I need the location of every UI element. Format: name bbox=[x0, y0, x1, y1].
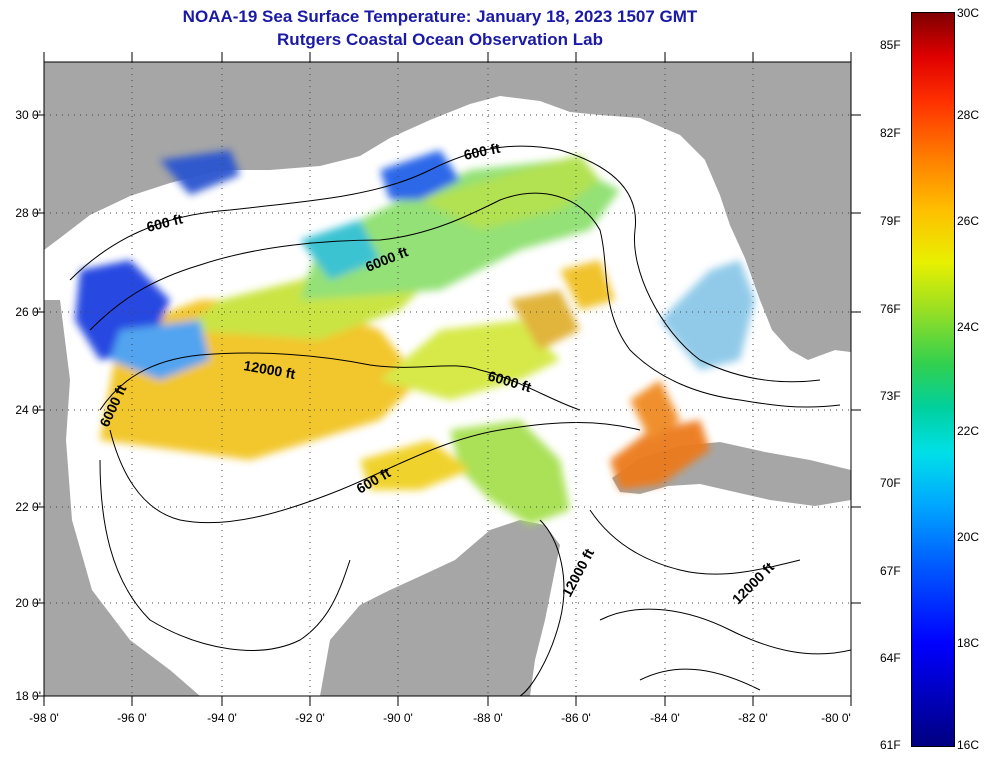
lon-label: -84 0' bbox=[650, 711, 680, 725]
lat-label: 22 0' bbox=[15, 500, 41, 514]
colorbar-f-label: 79F bbox=[880, 214, 901, 228]
lat-label: 28 0' bbox=[15, 206, 41, 220]
colorbar-f-label: 73F bbox=[880, 389, 901, 403]
lon-label: -88 0' bbox=[473, 711, 503, 725]
lon-label: -86 0' bbox=[561, 711, 591, 725]
plot-border bbox=[43, 61, 852, 697]
colorbar-c-label: 30C bbox=[957, 6, 980, 20]
lat-label: 30 0' bbox=[15, 108, 41, 122]
colorbar-c-label: 18C bbox=[957, 636, 980, 650]
map-subtitle: Rutgers Coastal Ocean Observation Lab bbox=[277, 30, 603, 49]
colorbar-f-label: 70F bbox=[880, 476, 901, 490]
lat-label: 26 0' bbox=[15, 305, 41, 319]
sst-data bbox=[75, 150, 755, 525]
yucatan-land bbox=[320, 520, 560, 696]
colorbar-c-label: 28C bbox=[957, 108, 980, 122]
colorbar-f-label: 67F bbox=[880, 564, 901, 578]
graticule bbox=[44, 62, 851, 696]
colorbar-f-label: 76F bbox=[880, 302, 901, 316]
florida-land bbox=[705, 145, 851, 358]
colorbar-f-label: 82F bbox=[880, 126, 901, 140]
lat-label: 20 0' bbox=[15, 596, 41, 610]
lat-label: 18 0' bbox=[15, 689, 41, 703]
lon-label: -80 0' bbox=[821, 711, 851, 725]
colorbar-f-label: 85F bbox=[880, 38, 901, 52]
colorbar-c-label: 24C bbox=[957, 320, 980, 334]
colorbar-c-label: 26C bbox=[957, 214, 980, 228]
colorbar-f-label: 61F bbox=[880, 738, 901, 752]
lon-label: -82 0' bbox=[738, 711, 768, 725]
temperature-colorbar bbox=[911, 12, 955, 747]
lon-label: -90 0' bbox=[383, 711, 413, 725]
colorbar-f-label: 64F bbox=[880, 651, 901, 665]
colorbar-c-label: 20C bbox=[957, 530, 980, 544]
lat-label: 24 0' bbox=[15, 403, 41, 417]
colorbar-c-label: 22C bbox=[957, 424, 980, 438]
map-title: NOAA-19 Sea Surface Temperature: January… bbox=[182, 7, 698, 26]
colorbar-c-label: 16C bbox=[957, 738, 980, 752]
contour-label: 600 ft bbox=[462, 140, 501, 163]
mexico-land bbox=[44, 300, 200, 696]
lon-label: -94 0' bbox=[207, 711, 237, 725]
lon-label: -92 0' bbox=[295, 711, 325, 725]
bathymetry-contours bbox=[69, 145, 851, 696]
lon-label: -96 0' bbox=[117, 711, 147, 725]
lon-label: -98 0' bbox=[29, 711, 59, 725]
tick-marks bbox=[34, 52, 861, 706]
